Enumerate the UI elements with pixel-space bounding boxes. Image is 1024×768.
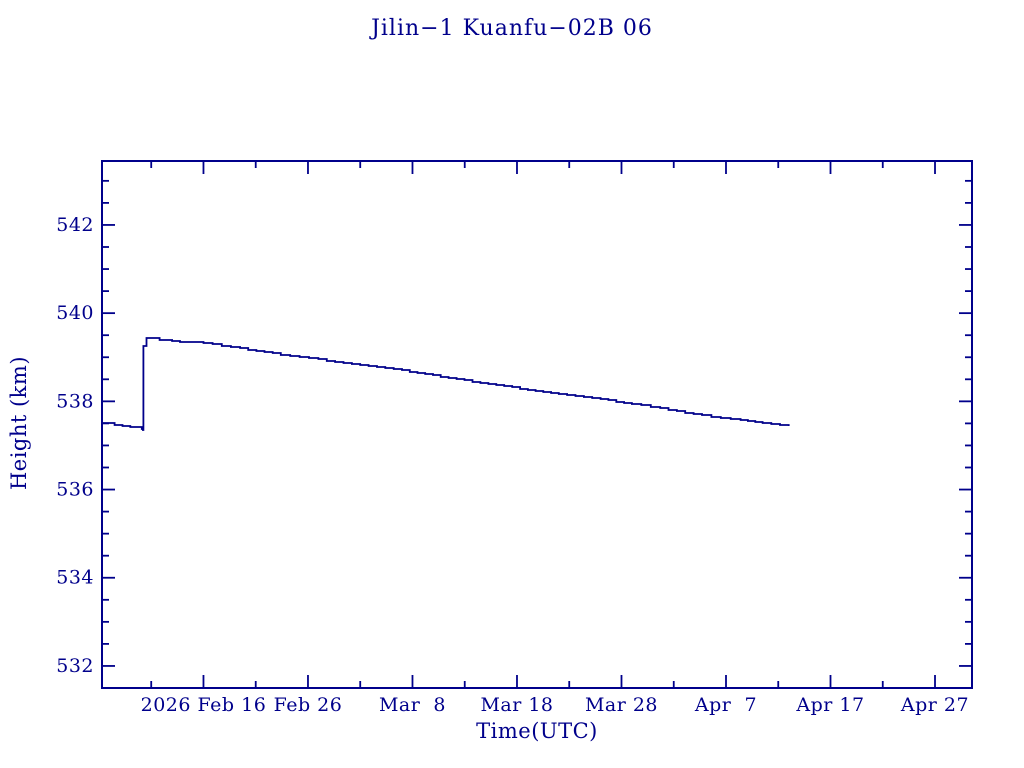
x-tick-label: 2026 Feb 16 — [141, 694, 267, 716]
x-tick-label: Apr 7 — [694, 694, 757, 716]
y-tick-label: 532 — [56, 655, 94, 677]
x-tick-label: Feb 26 — [274, 694, 343, 716]
x-axis-title: Time(UTC) — [476, 719, 598, 743]
y-tick-label: 534 — [56, 567, 94, 589]
data-series-line — [102, 337, 790, 431]
plot-frame — [101, 160, 973, 689]
x-tick-label: Mar 18 — [480, 694, 553, 716]
x-tick-label: Mar 28 — [585, 694, 658, 716]
chart-title: Jilin−1 Kuanfu−02B 06 — [371, 16, 653, 41]
x-tick-label: Apr 27 — [900, 694, 969, 716]
x-tick-label: Apr 17 — [795, 694, 864, 716]
y-tick-label: 540 — [56, 302, 94, 324]
y-tick-label: 536 — [56, 479, 94, 501]
y-tick-label: 542 — [56, 214, 94, 236]
x-tick-label: Mar 8 — [379, 694, 446, 716]
y-tick-label: 538 — [56, 390, 94, 412]
